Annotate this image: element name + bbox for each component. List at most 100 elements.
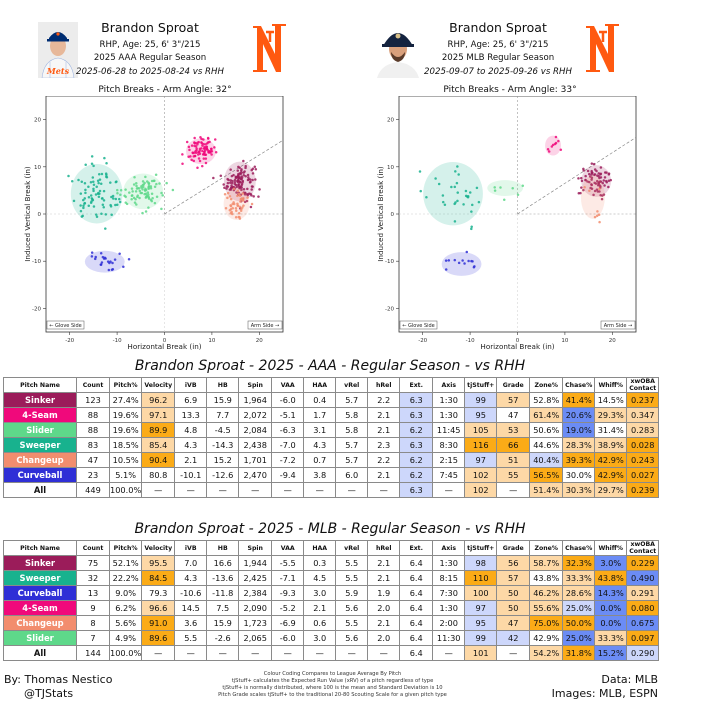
pitch-point [232, 187, 236, 191]
table-row: Slider 88 19.6% 89.9 4.8 -4.5 2,084 -6.3 3.1 5.8 2… [3, 422, 660, 438]
table-cell: 39.3% [562, 452, 596, 468]
pitch-point [112, 197, 115, 200]
table-row: Sinker 75 52.1% 95.5 7.0 16.6 1,944 -5.5 0.3 5.5 2… [3, 555, 660, 571]
table-cell: 1:30 [432, 555, 466, 571]
table-cell: -11.8 [206, 585, 240, 601]
column-header-text: Whiff% [598, 544, 624, 552]
column-header: Zone% [529, 377, 564, 393]
table-cell: 2,072 [238, 407, 273, 423]
table-cell: 38.9% [594, 437, 628, 453]
pitch-point [189, 155, 192, 158]
pitch-point [147, 197, 151, 200]
table-cell: 89.9 [141, 422, 176, 438]
pitch-point [580, 186, 583, 189]
pitch-point [599, 185, 602, 188]
pitch-point [105, 161, 108, 165]
table-cell: 10.5% [108, 452, 143, 468]
table-cell: 0.239 [626, 482, 660, 498]
pitch-point [251, 178, 254, 182]
table-cell: 55 [496, 467, 531, 483]
pitch-point [226, 185, 230, 188]
table-cell: 1:30 [432, 600, 466, 616]
pitch-name-cell: 4-Seam [3, 600, 77, 616]
pitch-point [226, 191, 230, 195]
headshot-mets-cap-icon: Mets [38, 22, 78, 78]
aaa-stats-table: Pitch Name Count Pitch% Velocity iVB HB Spin VA… [3, 377, 660, 498]
table-cell: — [432, 645, 466, 661]
pitch-point [607, 173, 611, 176]
pitch-point [84, 191, 87, 195]
pitch-point [588, 180, 591, 184]
table-cell: 57 [496, 392, 531, 408]
table-cell: 56 [496, 555, 531, 571]
pitch-point [245, 199, 249, 203]
column-header: tjStuff+ [464, 377, 498, 393]
pitch-point [579, 191, 582, 195]
pitch-point [160, 191, 163, 195]
pitch-point [130, 197, 133, 201]
table-cell: 75 [76, 555, 110, 571]
column-header: iVB [174, 377, 208, 393]
pitch-point [190, 158, 193, 162]
pitch-point [236, 180, 240, 184]
player-bio: RHP, Age: 25, 6' 3"/215 [99, 40, 201, 50]
column-header-text: Count [82, 381, 104, 389]
table-cell: 7 [76, 630, 110, 646]
pitch-name-cell: Sweeper [3, 570, 77, 586]
pitch-point [193, 154, 197, 158]
table-cell: 4.3 [174, 437, 208, 453]
table-cell: 56.5% [529, 467, 564, 483]
column-header: xwOBA Contact [626, 540, 660, 556]
table-cell: 14.3% [594, 585, 628, 601]
column-header-text: Velocity [144, 544, 173, 552]
table-cell: 43.8% [594, 570, 628, 586]
pitch-point [463, 262, 466, 265]
pitch-point [100, 197, 104, 200]
pitch-point [470, 259, 473, 263]
pitch-point [208, 151, 212, 154]
pitch-point [147, 193, 150, 196]
series-curveball [441, 250, 482, 276]
pitch-point [229, 168, 232, 171]
pitch-point [94, 255, 97, 259]
pitch-point [102, 199, 106, 202]
pitch-point [142, 183, 145, 186]
table-cell: 42.9% [594, 467, 628, 483]
table-cell: 7.5 [206, 600, 240, 616]
pitch-point [90, 155, 94, 158]
column-header: Velocity [141, 377, 176, 393]
pitch-point [84, 188, 87, 192]
pitch-point [470, 210, 473, 213]
table-cell: -9.4 [271, 467, 305, 483]
pitch-point [200, 147, 203, 150]
pitch-point [194, 145, 198, 148]
pitch-point [467, 259, 470, 263]
pitch-point [592, 162, 596, 166]
table-cell: 2,090 [238, 600, 273, 616]
x-axis-label: Horizontal Break (in) [127, 342, 201, 351]
table-cell: 13 [76, 585, 110, 601]
table-cell: 2.2 [367, 452, 401, 468]
author: By: Thomas Nestico [4, 673, 113, 686]
table-cell: 55.6% [529, 600, 564, 616]
pitch-name-cell: Curveball [3, 585, 77, 601]
pitch-point [242, 197, 245, 200]
pitch-point [92, 164, 95, 168]
pitch-point [226, 181, 230, 185]
table-cell: — [367, 645, 401, 661]
table-cell: 0.243 [626, 452, 660, 468]
pitch-point [238, 172, 242, 175]
pitch-point [477, 200, 481, 204]
table-cell: 5.7 [335, 392, 369, 408]
table-cell: — [303, 645, 337, 661]
table-cell: 97 [464, 452, 498, 468]
column-header-text: vRel [344, 381, 360, 389]
pitch-point [214, 151, 218, 154]
pitch-point [87, 185, 90, 188]
table-cell: 91.0 [141, 615, 176, 631]
mlb-panel: Brandon Sproat RHP, Age: 25, 6' 3"/215 2… [353, 0, 706, 360]
pitch-point [147, 185, 151, 188]
column-header-text: VAA [280, 381, 295, 389]
pitch-point [454, 201, 457, 204]
pitch-point [89, 194, 93, 197]
